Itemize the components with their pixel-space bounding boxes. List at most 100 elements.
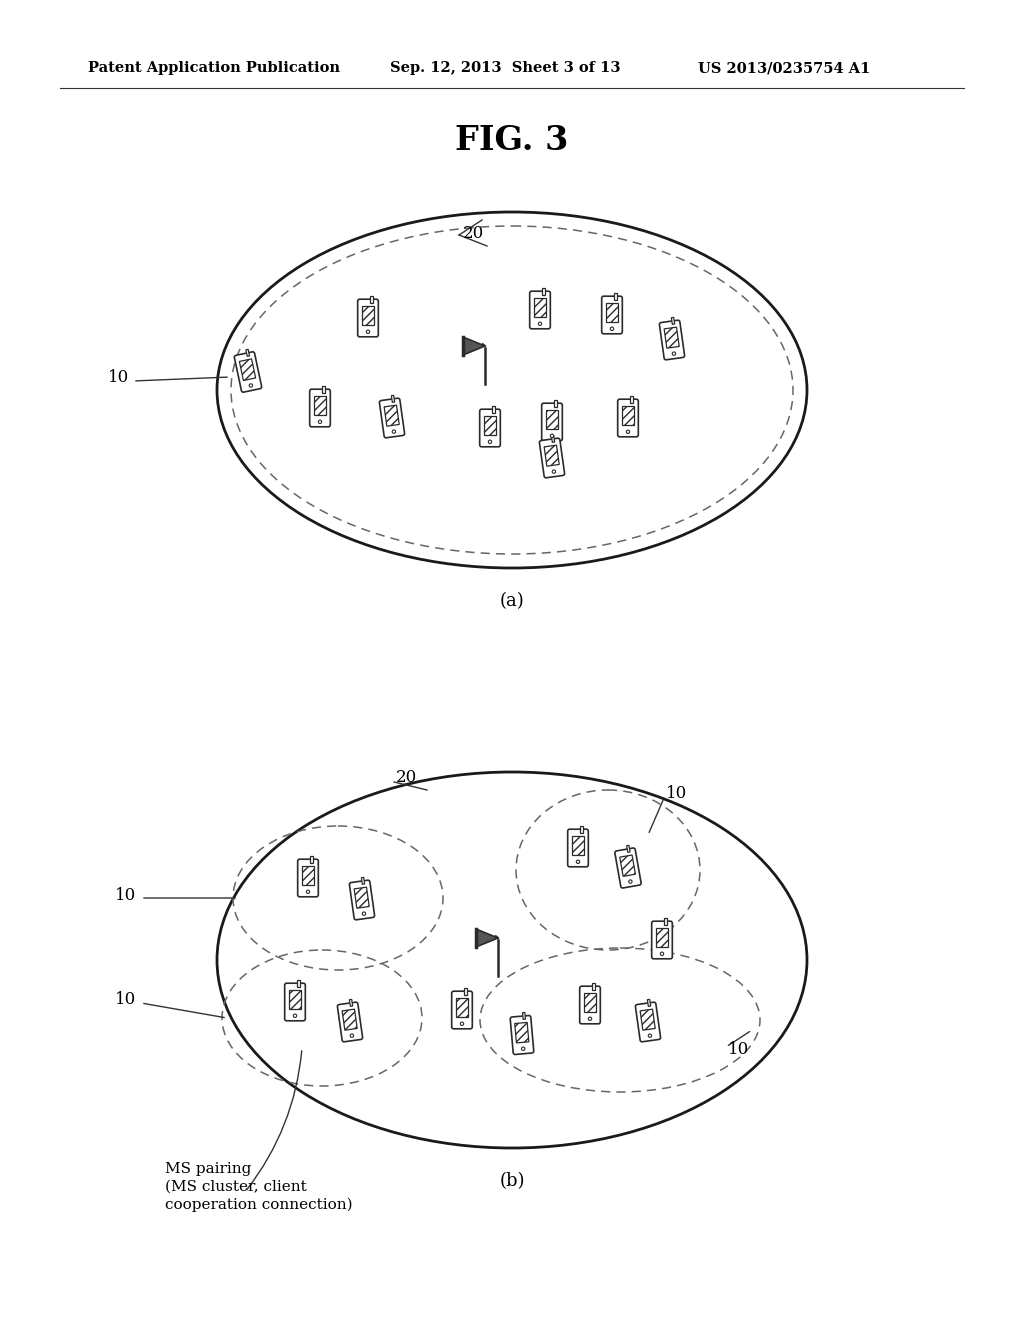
- FancyBboxPatch shape: [636, 1002, 660, 1041]
- Text: FIG. 3: FIG. 3: [456, 124, 568, 157]
- Bar: [313, 396, 327, 416]
- Circle shape: [521, 1047, 525, 1051]
- Bar: [631, 396, 633, 403]
- Bar: [571, 836, 585, 855]
- Circle shape: [367, 330, 370, 334]
- Bar: [593, 983, 595, 990]
- Circle shape: [672, 352, 676, 355]
- Bar: [465, 987, 467, 994]
- Bar: [647, 999, 650, 1006]
- Circle shape: [610, 327, 613, 330]
- Polygon shape: [476, 929, 498, 946]
- Bar: [614, 293, 616, 300]
- Bar: [606, 302, 618, 322]
- Circle shape: [249, 384, 253, 387]
- Bar: [361, 878, 365, 884]
- Bar: [371, 296, 373, 302]
- Bar: [627, 845, 630, 853]
- Text: (b): (b): [500, 1172, 524, 1191]
- Bar: [655, 928, 669, 948]
- Circle shape: [461, 1022, 464, 1026]
- FancyBboxPatch shape: [602, 296, 623, 334]
- Circle shape: [629, 880, 632, 883]
- Circle shape: [550, 434, 554, 437]
- Text: (a): (a): [500, 591, 524, 610]
- Text: cooperation connection): cooperation connection): [165, 1199, 352, 1212]
- Circle shape: [350, 1034, 353, 1038]
- Bar: [302, 866, 314, 886]
- FancyBboxPatch shape: [651, 921, 673, 958]
- Bar: [493, 405, 495, 413]
- FancyBboxPatch shape: [285, 983, 305, 1020]
- Text: 10: 10: [115, 991, 136, 1008]
- FancyBboxPatch shape: [380, 399, 404, 438]
- Bar: [665, 917, 667, 924]
- Bar: [349, 999, 352, 1006]
- Text: (MS cluster, client: (MS cluster, client: [165, 1180, 307, 1195]
- FancyBboxPatch shape: [617, 399, 638, 437]
- Bar: [298, 979, 300, 986]
- Bar: [522, 1012, 525, 1019]
- FancyBboxPatch shape: [234, 352, 262, 392]
- FancyBboxPatch shape: [479, 409, 501, 446]
- Bar: [581, 826, 583, 833]
- Bar: [584, 993, 596, 1012]
- FancyBboxPatch shape: [510, 1015, 534, 1055]
- FancyBboxPatch shape: [338, 1002, 362, 1041]
- Text: 20: 20: [396, 770, 417, 787]
- Circle shape: [660, 952, 664, 956]
- FancyBboxPatch shape: [614, 847, 641, 888]
- Text: Patent Application Publication: Patent Application Publication: [88, 61, 340, 75]
- FancyBboxPatch shape: [298, 859, 318, 896]
- Bar: [546, 411, 558, 429]
- Bar: [456, 998, 468, 1018]
- FancyBboxPatch shape: [540, 438, 564, 478]
- Circle shape: [589, 1018, 592, 1020]
- Circle shape: [627, 430, 630, 433]
- Bar: [551, 436, 555, 442]
- Bar: [640, 1010, 655, 1030]
- Bar: [543, 288, 545, 294]
- Bar: [622, 407, 634, 425]
- Bar: [384, 405, 399, 426]
- FancyBboxPatch shape: [309, 389, 331, 426]
- Bar: [240, 359, 256, 380]
- Text: US 2013/0235754 A1: US 2013/0235754 A1: [698, 61, 870, 75]
- FancyBboxPatch shape: [567, 829, 589, 867]
- Circle shape: [552, 470, 556, 474]
- FancyBboxPatch shape: [349, 880, 375, 920]
- FancyBboxPatch shape: [542, 403, 562, 441]
- FancyBboxPatch shape: [580, 986, 600, 1024]
- Bar: [515, 1023, 528, 1043]
- Text: 20: 20: [463, 224, 484, 242]
- Polygon shape: [463, 337, 485, 355]
- Bar: [391, 396, 394, 403]
- Circle shape: [488, 440, 492, 444]
- Bar: [323, 385, 325, 392]
- Bar: [310, 855, 312, 862]
- Text: 10: 10: [108, 370, 129, 387]
- Circle shape: [306, 890, 309, 894]
- Circle shape: [293, 1014, 297, 1018]
- Circle shape: [318, 420, 322, 424]
- Text: 10: 10: [728, 1041, 750, 1059]
- Text: MS pairing: MS pairing: [165, 1162, 251, 1176]
- Circle shape: [648, 1034, 651, 1038]
- Bar: [534, 298, 546, 317]
- FancyBboxPatch shape: [357, 300, 378, 337]
- FancyBboxPatch shape: [452, 991, 472, 1028]
- Circle shape: [577, 861, 580, 863]
- Bar: [555, 400, 557, 407]
- Circle shape: [362, 912, 366, 915]
- Bar: [342, 1010, 357, 1030]
- Bar: [361, 306, 374, 326]
- Circle shape: [539, 322, 542, 326]
- FancyBboxPatch shape: [529, 292, 550, 329]
- Bar: [246, 350, 250, 356]
- Bar: [483, 416, 497, 436]
- Bar: [672, 317, 675, 325]
- Bar: [354, 887, 370, 908]
- Bar: [544, 445, 559, 466]
- Text: Sep. 12, 2013  Sheet 3 of 13: Sep. 12, 2013 Sheet 3 of 13: [390, 61, 621, 75]
- FancyBboxPatch shape: [659, 321, 685, 360]
